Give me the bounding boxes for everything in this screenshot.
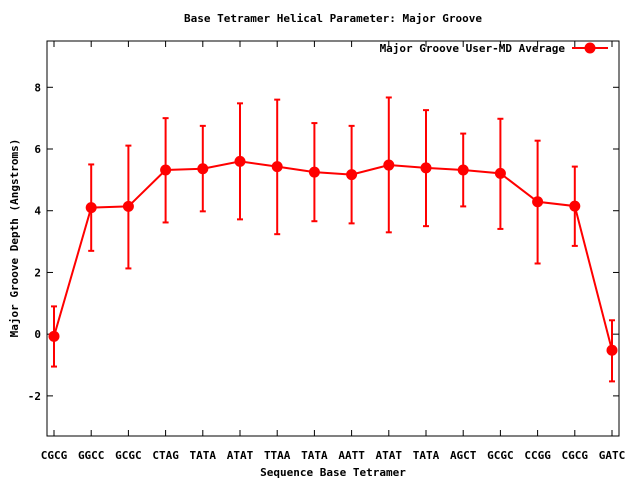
y-tick-label: 8 xyxy=(34,81,41,94)
legend-marker xyxy=(584,42,596,54)
data-point xyxy=(160,164,172,176)
chart-title: Base Tetramer Helical Parameter: Major G… xyxy=(184,12,482,25)
x-tick-label: AATT xyxy=(338,449,365,462)
data-point xyxy=(271,161,283,173)
y-tick-label: 6 xyxy=(34,143,41,156)
x-tick-label: GCGC xyxy=(115,449,142,462)
data-point xyxy=(85,202,97,214)
series-layer xyxy=(48,96,618,383)
y-tick-label: 2 xyxy=(34,266,41,279)
x-tick-label: TTAA xyxy=(264,449,291,462)
x-tick-label: TATA xyxy=(413,449,440,462)
data-point xyxy=(569,200,581,212)
x-tick-label: GGCC xyxy=(78,449,105,462)
data-point xyxy=(234,155,246,167)
y-axis-label: Major Groove Depth (Angstroms) xyxy=(8,139,21,338)
x-tick-label: CGCG xyxy=(562,449,589,462)
data-point xyxy=(532,196,544,208)
x-tick-label: ATAT xyxy=(376,449,403,462)
data-point xyxy=(494,167,506,179)
data-point xyxy=(420,162,432,174)
y-axis: -2 0 2 4 6 8 xyxy=(28,81,619,403)
x-tick-label: TATA xyxy=(190,449,217,462)
data-point xyxy=(122,200,134,212)
data-point xyxy=(606,344,618,356)
data-point xyxy=(346,169,358,181)
x-tick-label: TATA xyxy=(301,449,328,462)
x-tick-label: ATAT xyxy=(227,449,254,462)
x-tick-label: GATC xyxy=(599,449,626,462)
series-line xyxy=(53,160,613,351)
plot-frame xyxy=(46,40,620,437)
data-point xyxy=(383,159,395,171)
y-tick-label: 0 xyxy=(34,328,41,341)
data-point xyxy=(308,166,320,178)
x-tick-label: GCGC xyxy=(487,449,514,462)
x-tick-label: CCGG xyxy=(524,449,551,462)
x-tick-label: AGCT xyxy=(450,449,477,462)
data-point xyxy=(457,164,469,176)
x-axis-label: Sequence Base Tetramer xyxy=(260,466,406,479)
x-axis: CGCG GGCC GCGC CTAG TATA ATAT TTAA TATA AATT ATAT… xyxy=(41,41,626,462)
data-point xyxy=(197,163,209,175)
y-tick-label: 4 xyxy=(34,205,41,218)
x-tick-label: CTAG xyxy=(152,449,179,462)
y-tick-label: -2 xyxy=(28,390,41,403)
legend: Major Groove User-MD Average xyxy=(380,42,608,55)
x-tick-label: CGCG xyxy=(41,449,68,462)
data-point xyxy=(48,330,60,342)
legend-label: Major Groove User-MD Average xyxy=(380,42,566,55)
